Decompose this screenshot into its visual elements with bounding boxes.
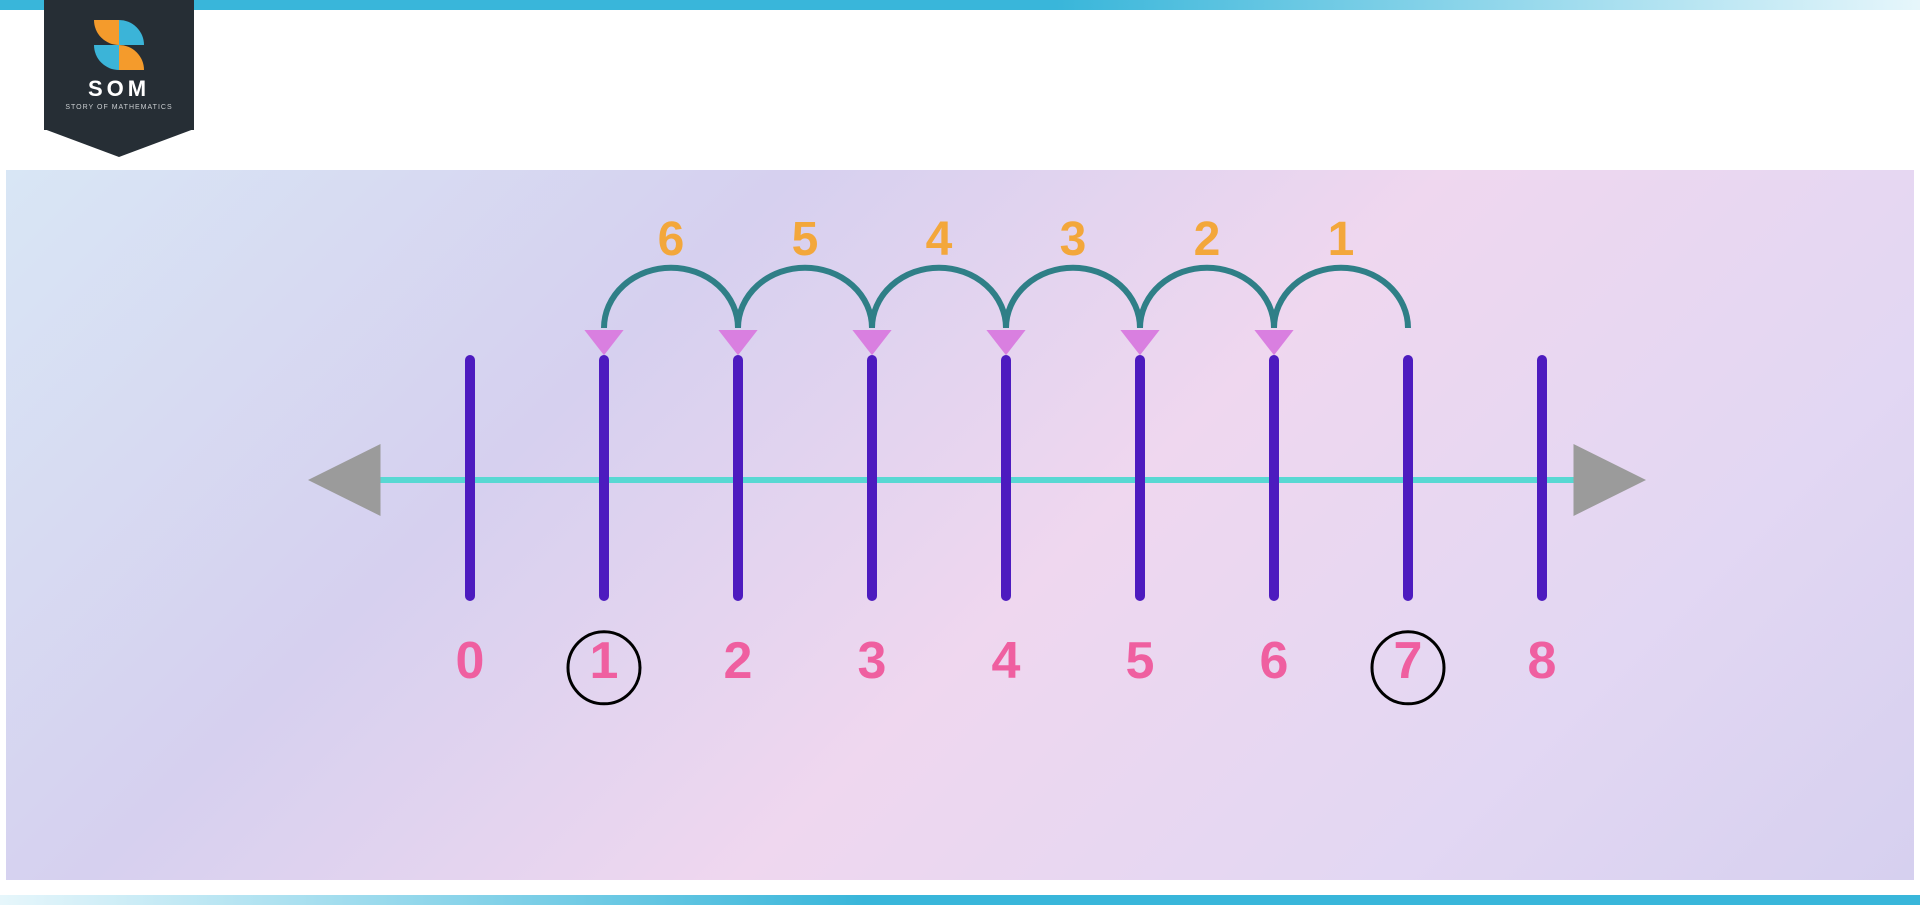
logo-text-sub: STORY OF MATHEMATICS <box>65 104 172 111</box>
logo-icon <box>94 20 144 70</box>
hop-arrowhead-icon <box>718 330 757 355</box>
hop-label: 4 <box>926 213 953 266</box>
top-accent-bar <box>0 0 1920 10</box>
logo-quadrant-tr <box>119 20 144 45</box>
diagram-area: 1 2 3 4 5 6 0 1 2 3 4 5 6 7 8 <box>6 170 1914 880</box>
axis-arrow-left-icon <box>308 444 381 516</box>
logo-point <box>44 129 194 157</box>
hop-arc <box>604 268 738 328</box>
logo-text-main: SOM <box>88 76 150 102</box>
hop-arrowhead-icon <box>584 330 623 355</box>
tick-label: 3 <box>858 632 887 690</box>
tick-label: 8 <box>1528 632 1557 690</box>
hop-label: 3 <box>1060 213 1087 266</box>
numberline-diagram: 1 2 3 4 5 6 0 1 2 3 4 5 6 7 8 <box>6 170 1914 880</box>
hop-arc <box>738 268 872 328</box>
hop-label: 5 <box>792 213 819 266</box>
axis-arrow-right-icon <box>1574 444 1647 516</box>
hop-label: 1 <box>1328 213 1355 266</box>
logo-badge: SOM STORY OF MATHEMATICS <box>44 0 194 160</box>
hop-label: 2 <box>1194 213 1221 266</box>
tick-label: 5 <box>1126 632 1155 690</box>
logo-quadrant-bl <box>94 45 119 70</box>
hop-arc <box>1274 268 1408 328</box>
tick-label: 6 <box>1260 632 1289 690</box>
hop-arrowhead-icon <box>1120 330 1159 355</box>
hop-label: 6 <box>658 213 685 266</box>
hop-arc <box>1006 268 1140 328</box>
bottom-accent-bar <box>0 895 1920 905</box>
hop-arc <box>872 268 1006 328</box>
logo-quadrant-tl <box>94 20 119 45</box>
tick-label: 7 <box>1394 632 1423 690</box>
tick-label: 2 <box>724 632 753 690</box>
tick-label: 4 <box>992 632 1021 690</box>
logo-background: SOM STORY OF MATHEMATICS <box>44 0 194 130</box>
tick-label: 1 <box>590 632 619 690</box>
hop-arrowhead-icon <box>1254 330 1293 355</box>
logo-quadrant-br <box>119 45 144 70</box>
tick-label: 0 <box>456 632 485 690</box>
hop-arrowhead-icon <box>852 330 891 355</box>
hop-arc <box>1140 268 1274 328</box>
hop-arrowhead-icon <box>986 330 1025 355</box>
